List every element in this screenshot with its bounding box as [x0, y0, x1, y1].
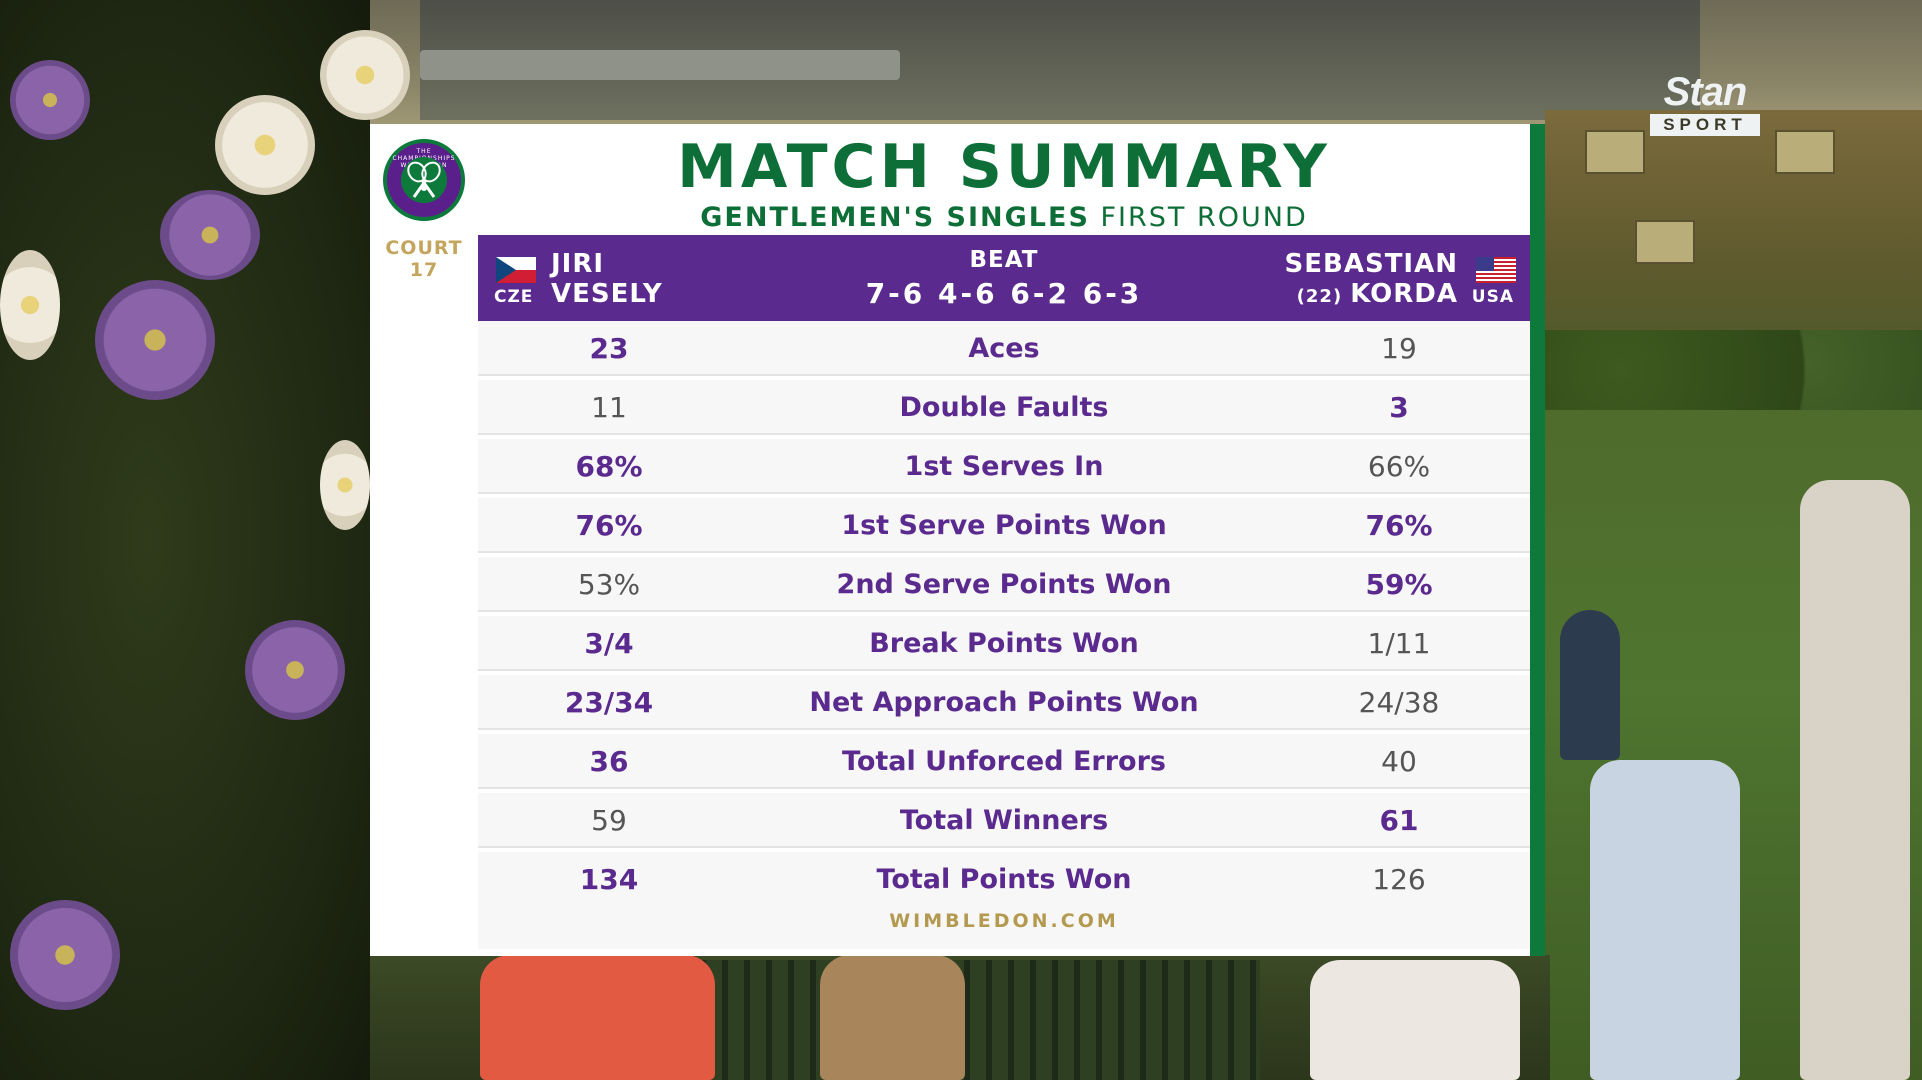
player1-stat: 76%	[575, 509, 643, 542]
spectator	[1590, 760, 1740, 1080]
stat-label: Break Points Won	[869, 628, 1139, 659]
flower-basket	[0, 0, 410, 1080]
petunia-flower	[320, 30, 410, 120]
player1-stat: 134	[579, 863, 639, 896]
player1-stat: 59	[591, 804, 627, 837]
match-score: 7-6 4-6 6-2 6-3	[865, 277, 1143, 310]
stat-row: 23/34 Net Approach Points Won 24/38	[478, 675, 1530, 730]
event-name: GENTLEMEN'S SINGLES	[700, 202, 1090, 233]
stadium-roof	[420, 50, 900, 80]
spectator	[1310, 960, 1520, 1080]
court-label: COURT 17	[370, 237, 478, 281]
player2-name-line: (22) KORDA	[1297, 279, 1458, 309]
player1-stat: 68%	[575, 450, 643, 483]
page-title: MATCH SUMMARY	[677, 132, 1331, 202]
petunia-flower	[10, 900, 120, 1010]
hedge	[1545, 330, 1922, 410]
stat-label: Double Faults	[899, 392, 1109, 423]
building-window	[1775, 130, 1835, 174]
event-sidebar: THE CHAMPIONSHIPS WIMBLEDON COURT 17	[370, 124, 478, 956]
stats-table: 23 Aces 19 11 Double Faults 3 68% 1st Se…	[478, 321, 1530, 907]
stat-label: Total Unforced Errors	[842, 746, 1166, 777]
player2-stat: 19	[1381, 332, 1417, 365]
stat-label: 2nd Serve Points Won	[836, 569, 1172, 600]
fence	[700, 960, 1260, 1080]
player2-stat: 61	[1379, 804, 1419, 837]
crossed-rackets-icon	[401, 157, 447, 203]
player1-country: CZE	[494, 287, 534, 307]
broadcaster-sub: SPORT	[1650, 114, 1760, 136]
ivy-building	[1545, 110, 1922, 370]
court-word: COURT	[385, 237, 463, 259]
player2-country: USA	[1471, 287, 1514, 307]
page-subtitle: GENTLEMEN'S SINGLES FIRST ROUND	[478, 198, 1530, 238]
player2-first-name: SEBASTIAN	[1284, 249, 1458, 279]
petunia-flower	[95, 280, 215, 400]
building-window	[1635, 220, 1695, 264]
stat-row: 23 Aces 19	[478, 321, 1530, 376]
building-window	[1585, 130, 1645, 174]
stat-label: 1st Serves In	[904, 451, 1104, 482]
round-name: FIRST ROUND	[1100, 202, 1308, 233]
czech-flag-icon	[496, 257, 536, 283]
spectator	[1560, 610, 1620, 760]
accent-bar	[1530, 124, 1545, 956]
broadcaster-name: Stan	[1663, 70, 1748, 114]
player1-stat: 23/34	[564, 686, 654, 719]
player1-stat: 53%	[577, 568, 641, 601]
player2-stat: 76%	[1365, 509, 1433, 542]
stat-row: 53% 2nd Serve Points Won 59%	[478, 557, 1530, 612]
stat-row: 36 Total Unforced Errors 40	[478, 734, 1530, 789]
stat-label: Total Winners	[899, 805, 1109, 836]
player2-last-name: KORDA	[1350, 279, 1458, 309]
player2-stat: 66%	[1367, 450, 1431, 483]
petunia-flower	[10, 60, 90, 140]
player1-first-name: JIRI	[551, 249, 605, 279]
player1-stat: 36	[589, 745, 629, 778]
usa-flag-icon	[1476, 257, 1516, 283]
stat-row: 76% 1st Serve Points Won 76%	[478, 498, 1530, 553]
stat-row: 3/4 Break Points Won 1/11	[478, 616, 1530, 671]
petunia-flower	[320, 440, 370, 530]
player1-stat: 23	[589, 332, 629, 365]
player2-stat: 1/11	[1367, 627, 1431, 660]
player1-last-name: VESELY	[551, 279, 663, 309]
player1-stat: 11	[591, 391, 627, 424]
stat-row: 11 Double Faults 3	[478, 380, 1530, 435]
website-footer: WIMBLEDON.COM	[478, 894, 1530, 949]
petunia-flower	[215, 95, 315, 195]
player2-stat: 126	[1372, 863, 1426, 896]
result-word: BEAT	[969, 247, 1039, 273]
stat-row: 68% 1st Serves In 66%	[478, 439, 1530, 494]
petunia-flower	[0, 250, 60, 360]
court-number: 17	[409, 259, 439, 281]
player2-seed: (22)	[1296, 286, 1343, 307]
player2-stat: 24/38	[1358, 686, 1440, 719]
stat-label: Net Approach Points Won	[809, 687, 1199, 718]
spectator	[1800, 480, 1910, 1080]
result-header: CZE JIRI VESELY BEAT 7-6 4-6 6-2 6-3 SEB…	[478, 235, 1530, 321]
player1-stat: 3/4	[584, 627, 634, 660]
stat-label: Total Points Won	[876, 864, 1132, 895]
wimbledon-logo: THE CHAMPIONSHIPS WIMBLEDON	[383, 139, 465, 221]
stat-row: 59 Total Winners 61	[478, 793, 1530, 848]
stat-label: 1st Serve Points Won	[841, 510, 1167, 541]
stat-label: Aces	[968, 333, 1040, 364]
player2-stat: 59%	[1365, 568, 1433, 601]
spectator	[480, 955, 715, 1080]
player2-stat: 3	[1389, 391, 1409, 424]
player2-stat: 40	[1381, 745, 1417, 778]
petunia-flower	[245, 620, 345, 720]
spectator	[820, 955, 965, 1080]
match-summary-panel: THE CHAMPIONSHIPS WIMBLEDON COURT 17 MAT…	[370, 124, 1545, 956]
stan-sport-logo: Stan SPORT	[1650, 72, 1760, 144]
petunia-flower	[160, 190, 260, 280]
